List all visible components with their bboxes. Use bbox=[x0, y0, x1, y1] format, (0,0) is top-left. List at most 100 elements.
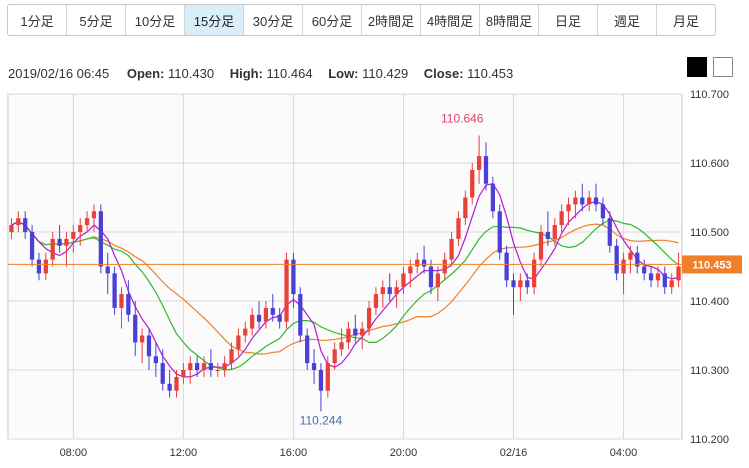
candle-body bbox=[250, 314, 255, 329]
candle-body bbox=[181, 370, 186, 377]
candle-body bbox=[483, 156, 489, 184]
candle-body bbox=[208, 363, 214, 370]
candle-body bbox=[256, 314, 262, 322]
plot-area bbox=[7, 93, 683, 440]
y-tick-label: 110.300 bbox=[690, 365, 729, 377]
candle-body bbox=[236, 335, 241, 350]
candle-body bbox=[415, 259, 420, 267]
candle-body bbox=[648, 273, 654, 281]
candle-body bbox=[504, 252, 509, 281]
timeframe-tab[interactable]: 月足 bbox=[672, 13, 699, 29]
x-tick-label: 02/16 bbox=[500, 447, 528, 459]
candle-body bbox=[580, 197, 585, 205]
open-value: 110.430 bbox=[168, 66, 215, 81]
low-marker-label: 110.244 bbox=[300, 414, 343, 428]
timeframe-tab[interactable]: 30分足 bbox=[244, 5, 303, 35]
candle-body bbox=[332, 349, 337, 364]
candle-body bbox=[174, 376, 179, 391]
candle-body bbox=[71, 232, 76, 239]
close-label: Close: bbox=[423, 66, 464, 81]
candle-body bbox=[518, 280, 523, 288]
candle-body bbox=[188, 363, 193, 370]
candle-body bbox=[78, 225, 83, 232]
candle-body bbox=[408, 266, 413, 274]
x-tick-label: 08:00 bbox=[60, 447, 88, 459]
candle-body bbox=[215, 370, 220, 371]
candle-body bbox=[600, 204, 606, 219]
dark-theme-button[interactable] bbox=[687, 57, 707, 77]
timeframe-tab[interactable]: 4時間足 bbox=[421, 5, 480, 35]
candle-body bbox=[635, 252, 640, 267]
candle-body bbox=[587, 197, 592, 205]
candle-body bbox=[614, 245, 619, 274]
close-value: 110.453 bbox=[467, 66, 514, 81]
timeframe-tab[interactable]: 2時間足 bbox=[362, 5, 421, 35]
candle-body bbox=[559, 211, 564, 226]
candle-body bbox=[305, 335, 310, 364]
candle-body bbox=[153, 356, 158, 364]
candle-body bbox=[36, 259, 42, 274]
candle-body bbox=[263, 307, 269, 322]
ma-long-line bbox=[11, 221, 679, 355]
x-tick-label: 20:00 bbox=[390, 447, 418, 459]
open-label: Open: bbox=[126, 66, 165, 81]
timeframe-tab[interactable]: 1分足 bbox=[8, 5, 67, 35]
timeframe-tab[interactable]: 8時間足 bbox=[480, 5, 539, 35]
candle-body bbox=[360, 328, 365, 336]
candle-body bbox=[545, 232, 551, 239]
candle-body bbox=[552, 225, 557, 239]
timeframe-tab[interactable]: 5分足 bbox=[67, 5, 126, 35]
candle-body bbox=[428, 266, 434, 288]
candle-body bbox=[277, 314, 282, 322]
timeframe-tabs: 1分足 5分足 10分足 15分足 30分足 60分足 2時間足 4時間足 8時間足 日足 週足 月足 bbox=[7, 4, 716, 36]
candle-body bbox=[146, 335, 152, 357]
candle-body bbox=[57, 238, 62, 246]
timeframe-tab[interactable]: 週足 bbox=[598, 5, 657, 35]
candle-body bbox=[139, 335, 145, 343]
candle-body bbox=[9, 225, 14, 232]
candle-body bbox=[201, 363, 207, 370]
y-tick-label: 110.200 bbox=[690, 434, 729, 446]
timeframe-tab[interactable]: 15分足 bbox=[185, 5, 244, 35]
x-tick-label: 12:00 bbox=[170, 447, 198, 459]
ma-short-line bbox=[11, 183, 679, 378]
candle-body bbox=[298, 294, 303, 336]
candle-body bbox=[676, 266, 681, 281]
candle-body bbox=[229, 349, 234, 364]
candle-body bbox=[43, 259, 48, 274]
candle-body bbox=[463, 197, 468, 219]
candle-body bbox=[270, 307, 275, 315]
candle-body bbox=[23, 218, 28, 232]
timeframe-tab[interactable]: 日足 bbox=[539, 5, 598, 35]
candle-body bbox=[318, 370, 324, 391]
candle-body bbox=[607, 218, 612, 246]
candlestick-chart[interactable]: 110.700 110.600 110.500 110.400 110.300 110.2… bbox=[0, 88, 749, 468]
x-tick-label: 04:00 bbox=[610, 447, 638, 459]
candle-body bbox=[160, 363, 165, 384]
timeframe-tab[interactable]: 10分足 bbox=[126, 5, 185, 35]
candle-body bbox=[394, 287, 399, 295]
candle-body bbox=[538, 232, 544, 260]
candle-body bbox=[167, 383, 172, 391]
low-value: 110.429 bbox=[362, 66, 409, 81]
candle-body bbox=[105, 266, 110, 274]
y-tick-label: 110.600 bbox=[690, 158, 729, 170]
candle-body bbox=[497, 211, 502, 253]
high-marker-label: 110.646 bbox=[441, 111, 484, 125]
y-tick-label: 110.700 bbox=[690, 89, 729, 101]
candle-body bbox=[442, 259, 447, 274]
candle-body bbox=[119, 294, 124, 308]
candle-body bbox=[642, 266, 647, 274]
candle-body bbox=[366, 307, 372, 329]
light-theme-button[interactable] bbox=[713, 57, 733, 77]
candle-body bbox=[98, 211, 103, 267]
y-tick-label: 110.400 bbox=[690, 296, 729, 308]
candle-body bbox=[655, 273, 661, 281]
candle-body bbox=[112, 273, 117, 308]
candle-body bbox=[339, 342, 344, 350]
timeframe-tab[interactable]: 60分足 bbox=[303, 5, 362, 35]
candle-body bbox=[311, 363, 317, 370]
candle-body bbox=[222, 363, 227, 370]
candle-body bbox=[325, 363, 330, 391]
candle-body bbox=[573, 197, 578, 205]
